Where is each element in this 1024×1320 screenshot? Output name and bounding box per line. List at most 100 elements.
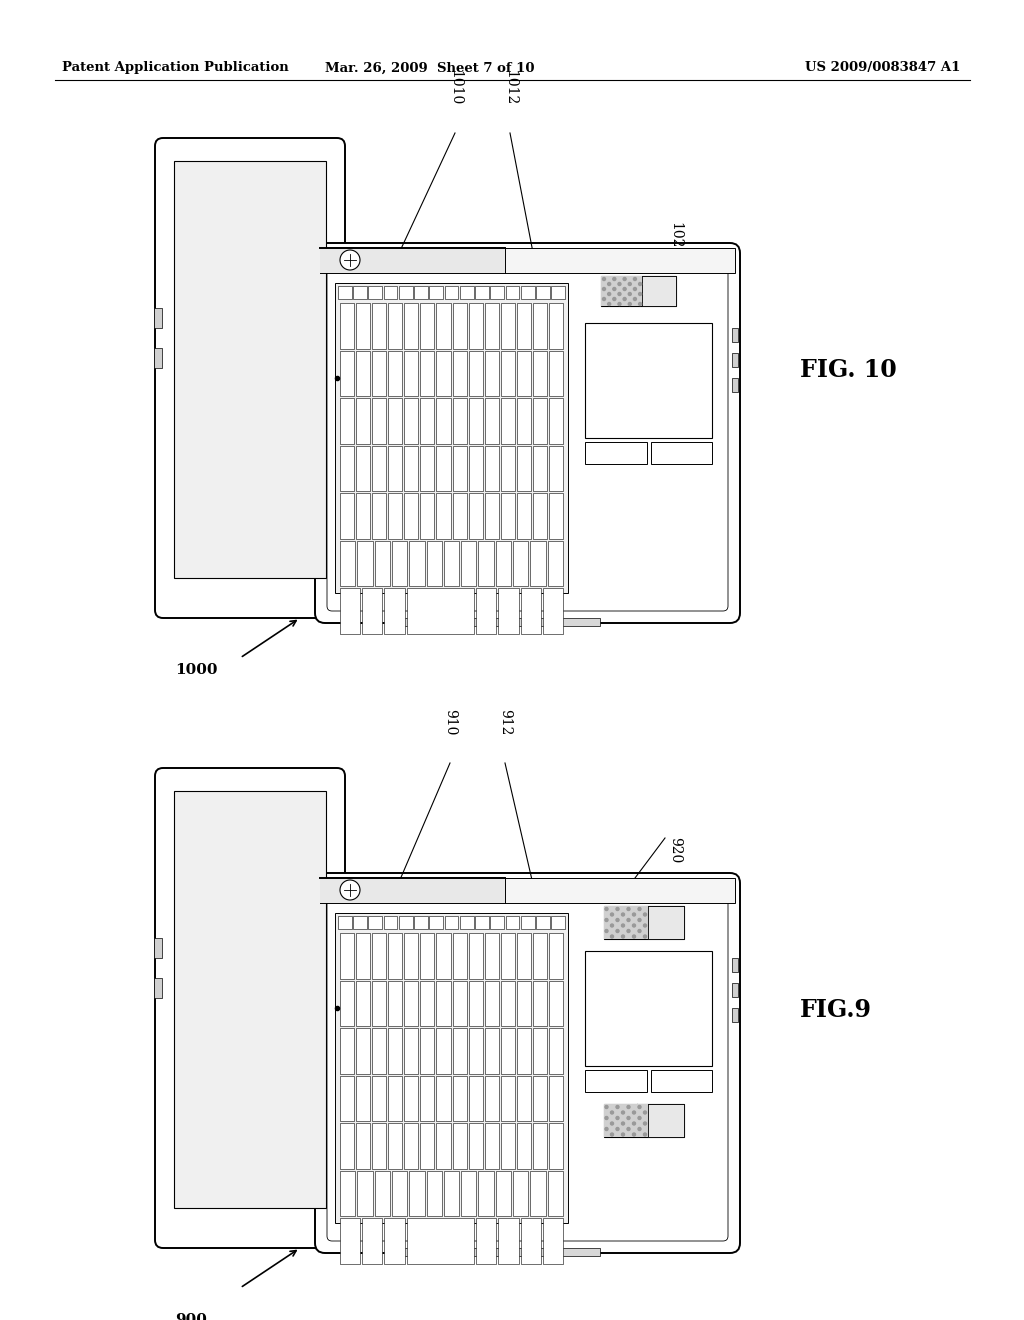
Bar — [436, 304, 451, 348]
Bar — [603, 906, 683, 939]
FancyBboxPatch shape — [155, 139, 345, 618]
Bar — [388, 351, 402, 396]
Bar — [530, 1171, 546, 1216]
Bar — [335, 913, 568, 1224]
Circle shape — [617, 302, 621, 305]
Bar — [372, 933, 386, 978]
Circle shape — [627, 929, 630, 932]
Bar — [484, 446, 499, 491]
Bar — [436, 933, 451, 978]
Bar — [375, 540, 390, 586]
Circle shape — [633, 1111, 636, 1114]
Bar — [549, 492, 563, 539]
Bar — [551, 916, 565, 929]
Bar — [549, 1028, 563, 1073]
Bar — [410, 1171, 425, 1216]
Bar — [484, 981, 499, 1026]
Bar — [603, 906, 647, 939]
Bar — [400, 618, 600, 626]
Bar — [404, 1076, 419, 1121]
Circle shape — [605, 1106, 608, 1109]
Circle shape — [622, 913, 625, 916]
Bar — [469, 304, 482, 348]
Bar — [490, 286, 504, 300]
Bar — [154, 939, 162, 958]
Circle shape — [643, 1122, 646, 1125]
Circle shape — [622, 935, 625, 939]
Bar — [410, 540, 425, 586]
Bar — [650, 442, 712, 465]
FancyBboxPatch shape — [327, 255, 728, 611]
Bar — [517, 1028, 530, 1073]
Bar — [384, 916, 397, 929]
Bar — [399, 286, 413, 300]
Bar — [340, 981, 354, 1026]
Bar — [154, 348, 162, 368]
Circle shape — [622, 1111, 625, 1114]
Circle shape — [616, 919, 618, 921]
Bar — [501, 981, 515, 1026]
Bar — [506, 286, 519, 300]
Bar — [520, 1218, 541, 1263]
Circle shape — [616, 929, 618, 932]
Bar — [532, 1028, 547, 1073]
Bar — [443, 1171, 459, 1216]
Bar — [453, 1123, 467, 1168]
Circle shape — [633, 935, 636, 939]
Circle shape — [612, 277, 615, 281]
Bar — [549, 933, 563, 978]
Bar — [453, 351, 467, 396]
Bar — [478, 1171, 494, 1216]
Bar — [436, 1123, 451, 1168]
Bar — [501, 399, 515, 444]
Circle shape — [612, 297, 615, 301]
Bar — [407, 1218, 474, 1263]
Circle shape — [616, 908, 618, 911]
Bar — [174, 161, 326, 578]
Circle shape — [607, 293, 610, 296]
Text: 920: 920 — [625, 1102, 639, 1129]
Bar — [319, 248, 505, 273]
Bar — [732, 958, 738, 972]
Bar — [444, 286, 459, 300]
Bar — [340, 1171, 355, 1216]
Bar — [362, 587, 382, 634]
Circle shape — [605, 1117, 608, 1119]
Bar — [356, 933, 370, 978]
Bar — [356, 1076, 370, 1121]
Bar — [404, 399, 419, 444]
Bar — [372, 446, 386, 491]
Text: 920: 920 — [668, 837, 682, 863]
Text: Mar. 26, 2009  Sheet 7 of 10: Mar. 26, 2009 Sheet 7 of 10 — [326, 62, 535, 74]
Bar — [338, 916, 351, 929]
Bar — [453, 1076, 467, 1121]
Circle shape — [643, 913, 646, 916]
Bar — [427, 540, 441, 586]
Bar — [475, 286, 488, 300]
Circle shape — [602, 297, 605, 301]
Bar — [340, 351, 354, 396]
Circle shape — [638, 908, 641, 911]
Bar — [601, 276, 642, 306]
FancyBboxPatch shape — [327, 884, 728, 1241]
Bar — [388, 399, 402, 444]
Bar — [532, 304, 547, 348]
Circle shape — [629, 282, 631, 285]
Bar — [372, 1076, 386, 1121]
Bar — [460, 286, 473, 300]
Bar — [517, 399, 530, 444]
Bar — [642, 276, 676, 306]
Bar — [421, 446, 434, 491]
Bar — [388, 1028, 402, 1073]
Circle shape — [602, 288, 605, 290]
Circle shape — [634, 277, 637, 281]
Bar — [476, 587, 497, 634]
Circle shape — [633, 924, 636, 927]
Bar — [421, 399, 434, 444]
Bar — [384, 1218, 404, 1263]
Bar — [436, 492, 451, 539]
Bar — [484, 1076, 499, 1121]
Bar — [469, 492, 482, 539]
Bar — [340, 1218, 360, 1263]
Bar — [388, 1123, 402, 1168]
